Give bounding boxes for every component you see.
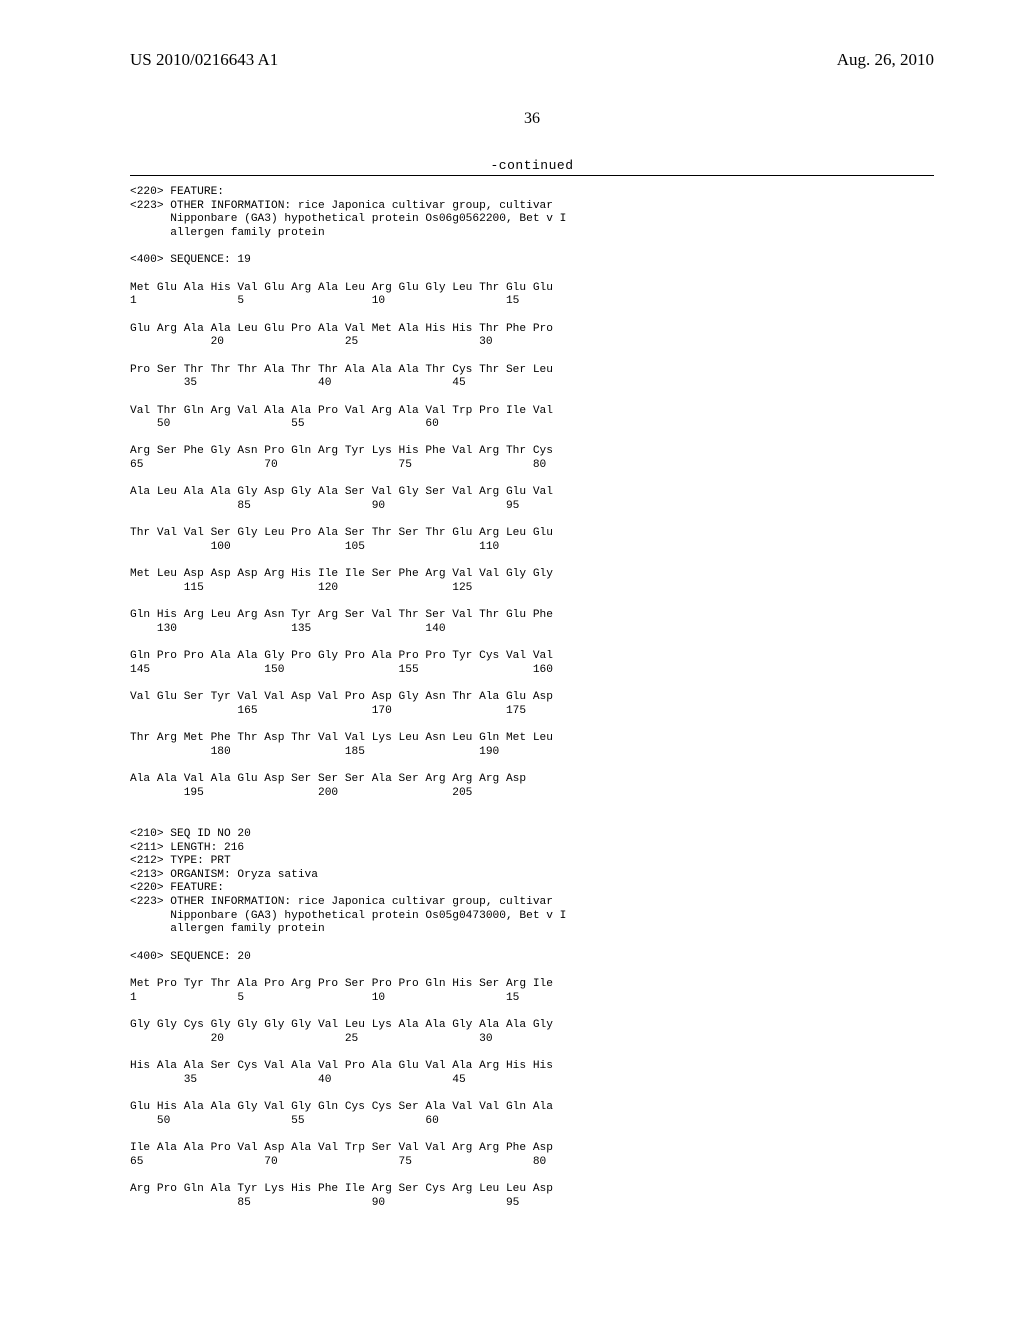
- page-root: US 2010/0216643 A1 Aug. 26, 2010 36 -con…: [0, 0, 1024, 1320]
- page-number: 36: [130, 110, 934, 128]
- seq19-block: <220> FEATURE: <223> OTHER INFORMATION: …: [130, 186, 934, 828]
- page-header: US 2010/0216643 A1 Aug. 26, 2010: [130, 50, 934, 70]
- seq20-block: <210> SEQ ID NO 20 <211> LENGTH: 216 <21…: [130, 828, 934, 1224]
- top-rule: [130, 175, 934, 176]
- publication-number: US 2010/0216643 A1: [130, 50, 278, 70]
- publication-date: Aug. 26, 2010: [837, 50, 934, 70]
- continued-label: -continued: [130, 158, 934, 173]
